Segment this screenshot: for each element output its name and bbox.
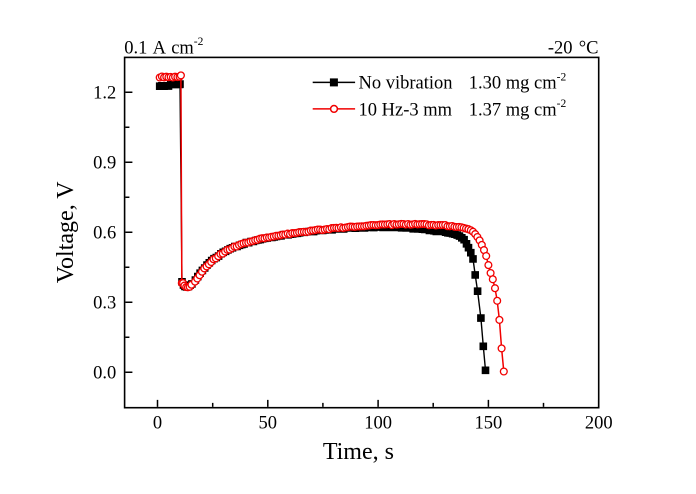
svg-text:100: 100 (364, 414, 392, 434)
svg-text:0.9: 0.9 (93, 154, 116, 174)
svg-text:0: 0 (153, 414, 162, 434)
svg-text:0.0: 0.0 (93, 364, 116, 384)
svg-text:1.2: 1.2 (93, 84, 116, 104)
svg-text:10 Hz-3 mm: 10 Hz-3 mm (359, 100, 453, 120)
svg-text:1.37 mg cm-2: 1.37 mg cm-2 (469, 98, 567, 120)
svg-text:150: 150 (475, 414, 503, 434)
svg-text:0.3: 0.3 (93, 294, 116, 314)
svg-text:Time, s: Time, s (323, 439, 394, 465)
svg-text:Voltage, V: Voltage, V (53, 181, 79, 283)
svg-text:200: 200 (585, 414, 613, 434)
svg-text:1.30 mg cm-2: 1.30 mg cm-2 (469, 72, 567, 94)
svg-text:0.1 A cm-2: 0.1 A cm-2 (124, 36, 203, 58)
svg-text:50: 50 (259, 414, 278, 434)
svg-text:-20 °C: -20 °C (548, 38, 599, 58)
svg-text:No vibration: No vibration (359, 74, 453, 94)
svg-text:0.6: 0.6 (93, 224, 116, 244)
